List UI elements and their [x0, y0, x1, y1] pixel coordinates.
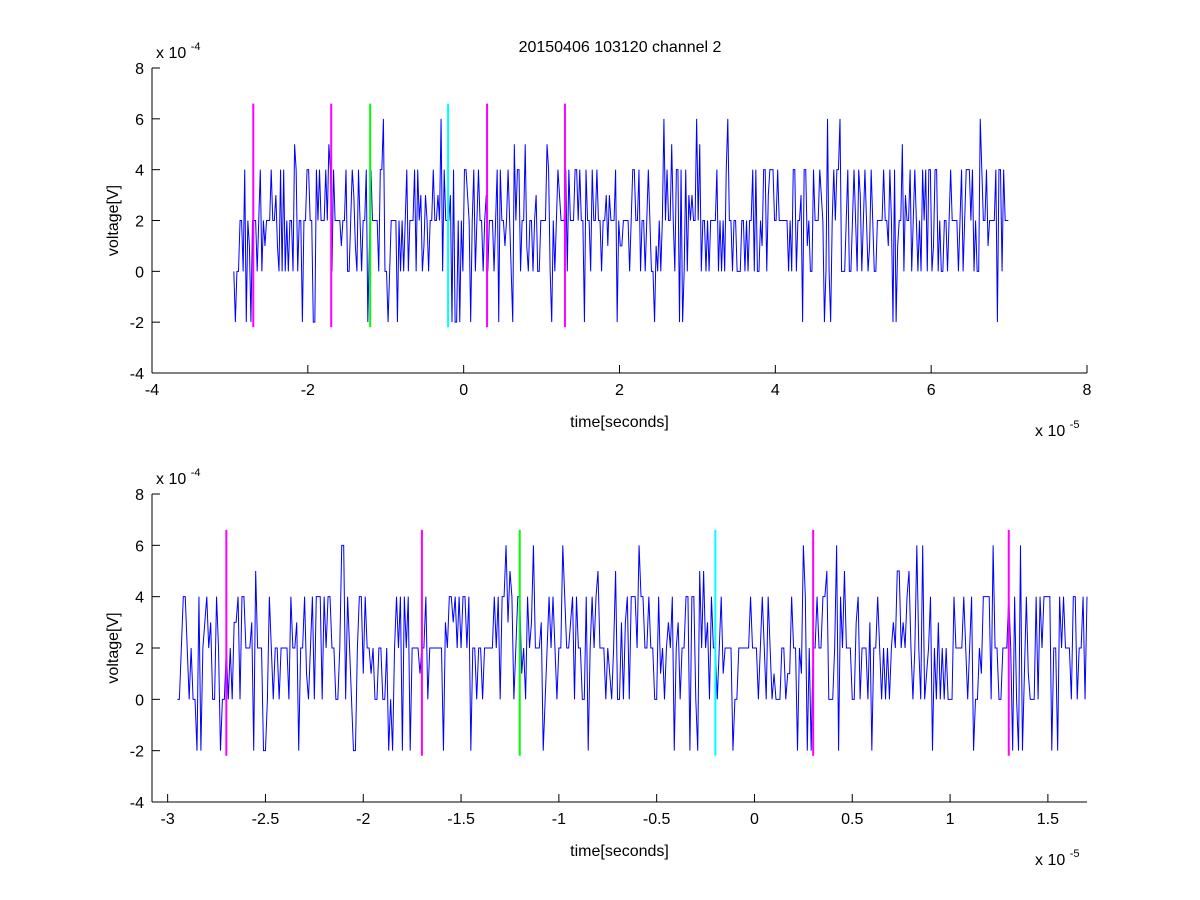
x-axis-label: time[seconds] — [570, 843, 669, 860]
x-tick-label: -3 — [161, 811, 175, 828]
x-tick-label: 0.5 — [841, 811, 863, 828]
y-exponent-value: -4 — [191, 41, 201, 53]
x-exponent-label: x 10 -5 — [1035, 419, 1079, 440]
y-axis-label: voltage[V] — [105, 185, 122, 256]
x-tick-label: 0 — [750, 811, 759, 828]
y-tick-label: 2 — [135, 641, 144, 658]
x-tick-label: 0 — [459, 382, 468, 399]
x-tick-label: -2.5 — [252, 811, 280, 828]
y-exponent-label: x 10 -4 — [156, 467, 200, 488]
y-tick-label: 0 — [135, 264, 144, 281]
x-tick-label: 1.5 — [1037, 811, 1059, 828]
x-tick-label: -2 — [301, 382, 315, 399]
y-tick-label: -4 — [130, 795, 144, 812]
x-tick-label: -1.5 — [447, 811, 475, 828]
x-tick-label: 2 — [615, 382, 624, 399]
y-tick-label: -4 — [130, 366, 144, 383]
y-tick-label: -2 — [130, 744, 144, 761]
x-tick-label: 1 — [946, 811, 955, 828]
y-tick-label: 6 — [135, 538, 144, 555]
y-exponent-value: -4 — [191, 467, 201, 479]
y-tick-label: 4 — [135, 590, 144, 607]
x-tick-label: 4 — [771, 382, 780, 399]
y-axis-label: voltage[V] — [105, 612, 122, 683]
x-exponent-label: x 10 -5 — [1035, 848, 1079, 869]
y-tick-label: 0 — [135, 692, 144, 709]
x-exponent-value: -5 — [1070, 848, 1080, 860]
y-tick-label: 2 — [135, 214, 144, 231]
x-tick-label: -4 — [145, 382, 159, 399]
x-tick-label: 8 — [1083, 382, 1092, 399]
x-tick-label: -2 — [356, 811, 370, 828]
x-exponent-value: -5 — [1070, 419, 1080, 431]
y-tick-label: 4 — [135, 163, 144, 180]
y-tick-label: 8 — [135, 61, 144, 78]
x-tick-label: 6 — [927, 382, 936, 399]
y-tick-label: 6 — [135, 112, 144, 129]
signal-trace — [177, 544, 1088, 752]
x-axis-label: time[seconds] — [570, 414, 669, 431]
y-tick-label: -2 — [130, 315, 144, 332]
signal-trace — [233, 118, 1009, 323]
x-tick-label: -0.5 — [643, 811, 671, 828]
y-tick-label: 8 — [135, 487, 144, 504]
top-plot: -4 -2 0 2 4 6 8 -4 -2 0 2 4 6 8 x 10 -4 x 10 -5 time[sec… — [105, 41, 1092, 440]
y-exponent-label: x 10 -4 — [156, 41, 200, 62]
chart-title: 20150406 103120 channel 2 — [519, 39, 722, 56]
x-tick-label: -1 — [552, 811, 566, 828]
bottom-plot: -4 -2 0 2 4 6 8 -3 -2.5 -2 -1.5 -1 -0.5 0 0.5 1 1.5 x 10 … — [105, 467, 1088, 869]
